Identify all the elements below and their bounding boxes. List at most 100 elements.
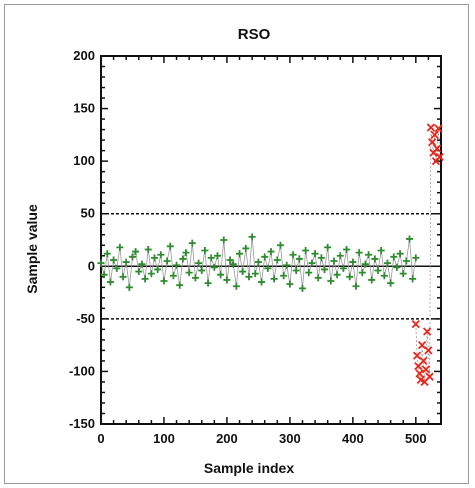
data-point-anomaly (421, 365, 431, 374)
data-point-normal (377, 247, 385, 255)
data-point-normal (106, 278, 114, 286)
data-point-normal (204, 279, 212, 287)
data-point-anomaly (411, 319, 420, 329)
data-point-normal (343, 245, 351, 253)
data-point-normal (311, 250, 319, 258)
data-point-normal (232, 282, 240, 290)
data-point-normal (169, 272, 177, 280)
data-point-normal (97, 259, 105, 267)
data-point-normal (393, 263, 401, 271)
data-point-normal (166, 242, 174, 250)
data-point-normal (236, 250, 244, 258)
data-point-normal (314, 274, 322, 282)
data-point-normal (201, 247, 209, 255)
y-tick-label: 50 (81, 206, 95, 221)
data-point-normal (207, 254, 215, 262)
data-point-normal (182, 249, 190, 257)
data-point-anomaly (426, 123, 436, 132)
x-tick-label: 100 (153, 431, 175, 446)
data-point-normal (412, 254, 420, 262)
data-point-normal (289, 251, 297, 259)
data-point-normal (286, 280, 294, 288)
x-tick-label: 500 (405, 431, 427, 446)
data-point-anomaly (425, 372, 434, 381)
data-point-normal (409, 275, 417, 283)
data-point-normal (365, 251, 373, 259)
data-point-normal (258, 278, 266, 286)
data-point-normal (358, 269, 366, 277)
chart-frame: RSO Sample value Sample index -150 -100 -5… (4, 4, 469, 484)
data-point-anomaly (423, 327, 432, 336)
data-point-normal (396, 250, 404, 258)
data-point-normal (179, 255, 187, 263)
data-point-normal (122, 258, 130, 266)
y-tick-label: 100 (73, 153, 95, 168)
data-point-normal (292, 266, 300, 274)
data-point-normal (361, 260, 369, 268)
data-point-normal (374, 266, 382, 274)
data-point-normal (226, 256, 234, 264)
data-point-normal (239, 268, 247, 276)
data-point-normal (399, 270, 407, 278)
data-point-normal (110, 256, 118, 264)
data-point-normal (324, 243, 332, 251)
data-point-normal (298, 284, 306, 292)
data-point-normal (245, 273, 253, 281)
y-tick-label: -50 (76, 311, 95, 326)
data-point-normal (273, 256, 281, 264)
data-point-normal (295, 255, 303, 263)
data-point-normal (160, 277, 168, 285)
data-point-normal (402, 257, 410, 265)
data-point-normal (242, 244, 250, 252)
data-point-anomaly (424, 346, 433, 355)
data-point-normal (132, 248, 140, 256)
data-point-normal (308, 259, 316, 267)
data-point-normal (229, 260, 237, 268)
data-point-normal (163, 257, 171, 265)
data-point-normal (330, 257, 338, 265)
data-point-normal (113, 264, 121, 272)
x-tick-label: 300 (279, 431, 301, 446)
data-point-normal (188, 239, 196, 247)
data-point-normal (280, 272, 288, 280)
data-point-normal (185, 269, 193, 277)
x-tick-label: 200 (216, 431, 238, 446)
data-point-normal (223, 276, 231, 284)
data-point-normal (368, 276, 376, 284)
data-point-normal (195, 259, 203, 267)
data-point-normal (173, 261, 181, 269)
data-point-normal (349, 258, 357, 266)
data-point-anomaly (433, 144, 442, 153)
data-point-normal (302, 247, 310, 255)
data-point-normal (339, 264, 347, 272)
y-tick-label: 0 (88, 258, 95, 273)
x-axis-label: Sample index (204, 460, 294, 476)
data-point-normal (254, 258, 262, 266)
data-point-normal (147, 270, 155, 278)
data-point-anomaly (415, 369, 424, 378)
data-point-normal (144, 245, 152, 253)
data-point-normal (191, 274, 199, 282)
data-point-normal (346, 273, 354, 281)
data-point-normal (198, 266, 206, 274)
data-point-normal (248, 233, 256, 241)
data-point-normal (176, 281, 184, 289)
data-point-normal (141, 275, 149, 283)
data-point-normal (276, 241, 284, 249)
data-point-normal (210, 263, 218, 271)
data-point-normal (355, 249, 363, 257)
data-point-normal (321, 265, 329, 273)
y-axis-label: Sample value (24, 204, 40, 294)
chart-title: RSO (238, 26, 271, 43)
data-point-normal (100, 271, 108, 279)
x-tick-label: 0 (97, 431, 104, 446)
y-tick-label: -100 (69, 363, 95, 378)
data-point-normal (103, 250, 111, 258)
scatter-chart: RSO Sample value Sample index -150 -100 -5… (24, 26, 444, 476)
data-point-normal (283, 261, 291, 269)
data-point-normal (305, 269, 313, 277)
data-point-normal (157, 251, 165, 259)
data-point-normal (333, 271, 341, 279)
data-point-normal (317, 254, 325, 262)
data-point-normal (251, 270, 259, 278)
